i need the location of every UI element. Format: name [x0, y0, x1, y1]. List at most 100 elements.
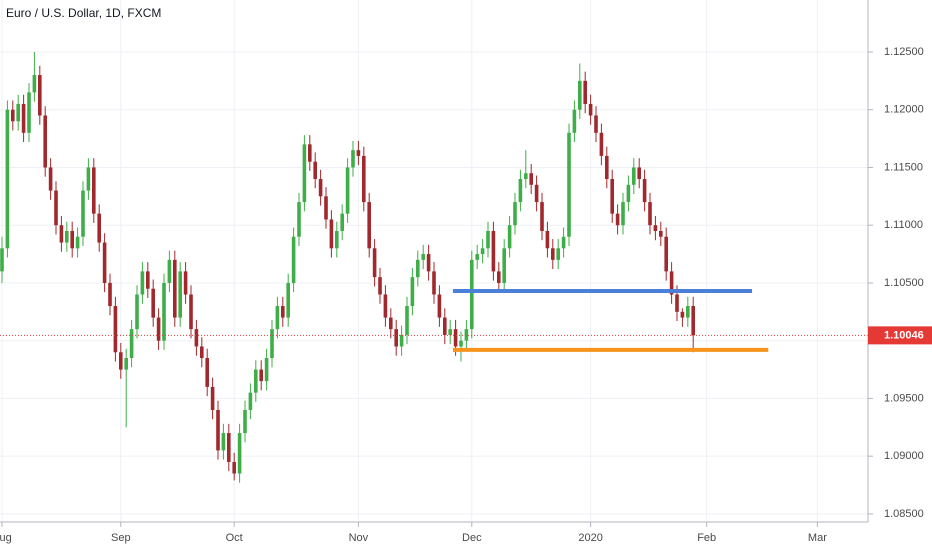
candle-body — [653, 225, 658, 231]
candle-body — [583, 80, 588, 104]
candle-body — [313, 161, 317, 180]
candle-body — [27, 92, 31, 133]
axes: 1.085001.090001.095001.100001.105001.110… — [0, 46, 932, 544]
candle-body — [162, 282, 166, 341]
candle-body — [615, 213, 620, 226]
candle-body — [189, 294, 193, 330]
candle-body — [221, 433, 226, 451]
candle-body — [253, 369, 258, 393]
x-tick-label: Dec — [462, 532, 482, 544]
candle-body — [648, 202, 652, 226]
candle-body — [621, 202, 625, 226]
candle-body — [248, 392, 253, 410]
candle-body — [659, 230, 663, 237]
candle-body — [270, 329, 274, 359]
y-tick-label: 1.12000 — [884, 104, 924, 116]
candle-body — [464, 329, 469, 341]
candle-body — [194, 329, 199, 347]
candle-body — [410, 277, 415, 307]
candle-body — [264, 358, 269, 382]
candle-body — [113, 306, 118, 353]
candle-body — [140, 271, 145, 295]
candle-body — [275, 306, 280, 330]
candle-body — [48, 167, 53, 191]
candle-body — [345, 167, 350, 214]
candle-body — [129, 329, 134, 359]
candle-body — [507, 225, 512, 249]
candle-body — [5, 109, 10, 249]
candle-body — [459, 340, 463, 347]
candle-body — [216, 409, 220, 451]
candle-body — [37, 75, 42, 116]
plot — [0, 51, 868, 483]
candle-body — [232, 461, 236, 474]
candle-body — [399, 334, 404, 347]
candle-body — [626, 184, 631, 203]
candle-body — [86, 167, 91, 191]
candle-body — [32, 75, 37, 93]
candle-body — [340, 213, 344, 231]
candle-body — [118, 352, 123, 370]
candle-body — [448, 329, 453, 335]
candle-body — [432, 271, 436, 295]
y-tick-label: 1.12500 — [884, 46, 924, 58]
y-tick-label: 1.08500 — [884, 508, 924, 520]
candle-body — [54, 190, 58, 226]
x-tick-label: Sep — [111, 532, 131, 544]
candle-body — [540, 202, 544, 231]
candle-body — [183, 271, 188, 295]
last-price-label: 1.10046 — [884, 329, 924, 341]
candle-body — [135, 294, 139, 330]
candle-body — [0, 248, 4, 272]
x-tick-label: Nov — [349, 532, 369, 544]
last-price-badge — [868, 326, 932, 345]
candle-body — [578, 80, 582, 110]
candle-body — [81, 190, 85, 237]
candle-body — [307, 144, 312, 162]
candle-body — [297, 202, 301, 237]
candle-body — [21, 103, 26, 133]
candle-body — [551, 248, 555, 260]
candle-body — [426, 254, 431, 272]
candle-body — [205, 358, 209, 387]
candle-body — [610, 179, 615, 214]
candle-body — [475, 254, 480, 260]
candle-body — [480, 248, 485, 255]
candle-body — [199, 346, 204, 359]
candle-body — [16, 103, 20, 122]
candle-body — [453, 329, 458, 347]
candle-body — [124, 358, 128, 370]
candle-body — [394, 329, 398, 347]
candle-body — [178, 271, 182, 318]
candle-body — [486, 230, 490, 249]
chart-title: Euro / U.S. Dollar, 1D, FXCM — [6, 6, 161, 20]
candle-body — [691, 306, 696, 336]
candle-body — [329, 219, 334, 249]
x-tick-label: Oct — [226, 532, 243, 544]
candle-body — [534, 184, 539, 203]
candle-body — [70, 230, 74, 249]
candle-body — [502, 248, 507, 283]
candle-body — [243, 409, 247, 434]
candle-body — [102, 242, 107, 283]
candle-body — [334, 230, 339, 249]
candle-body — [367, 202, 371, 249]
y-tick-label: 1.11500 — [884, 161, 923, 173]
candle-body — [529, 173, 534, 185]
candle-body — [669, 271, 674, 295]
candle-body — [415, 259, 420, 278]
candle-body — [351, 150, 355, 168]
candle-body — [259, 369, 263, 382]
candle-body — [10, 109, 15, 122]
candle-body — [642, 179, 647, 203]
candle-body — [680, 311, 685, 318]
candle-body — [151, 288, 155, 318]
candle-body — [632, 167, 636, 185]
candle-body — [497, 271, 501, 283]
candle-body — [210, 386, 215, 410]
candle-body — [599, 132, 604, 156]
candle-body — [383, 294, 388, 318]
candle-body — [43, 115, 47, 168]
